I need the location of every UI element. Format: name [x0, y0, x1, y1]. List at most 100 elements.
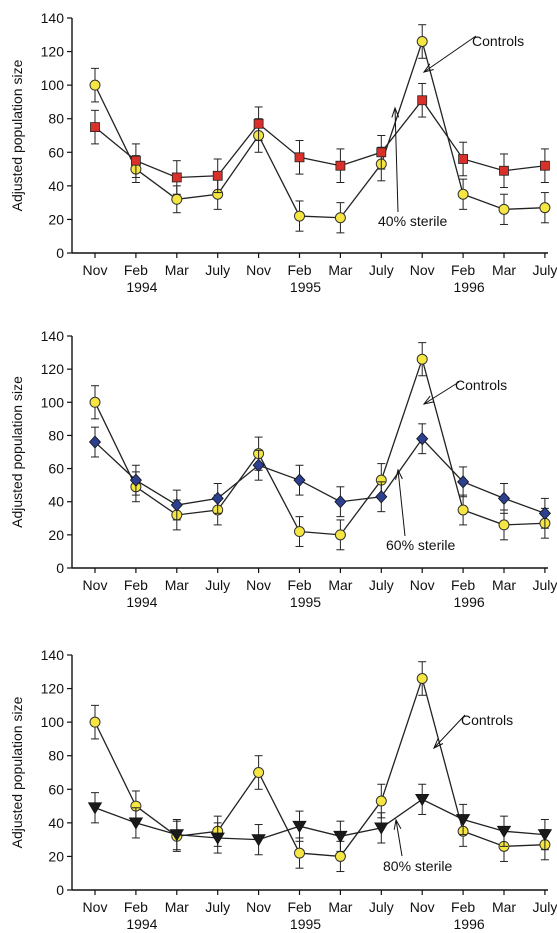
x-tick-label: July [532, 899, 557, 915]
data-point [251, 834, 266, 847]
x-tick-label: July [369, 262, 394, 278]
year-label: 1995 [290, 916, 321, 932]
annotation-arrow [423, 381, 460, 405]
chart-panel-60-sterile: 0 20 40 60 80 100 120 140 Adjusted population si… [9, 328, 557, 610]
data-point [498, 203, 510, 215]
x-tick-label: Nov [246, 577, 271, 593]
annotation-arrowhead [422, 395, 434, 405]
data-point [497, 491, 511, 505]
x-tick-label: Mar [165, 262, 189, 278]
series-label-controls: Controls [472, 33, 524, 49]
data-point [89, 396, 101, 408]
x-tick-label: July [369, 577, 394, 593]
data-point [252, 458, 265, 472]
x-tick-label: Feb [451, 262, 475, 278]
data-point [540, 160, 550, 171]
data-point [457, 504, 469, 516]
y-tick-label: 40 [48, 494, 64, 510]
data-point [496, 825, 512, 839]
data-point [211, 491, 224, 505]
x-tick-label: July [532, 577, 557, 593]
x-tick-label: Feb [287, 577, 311, 593]
data-point [498, 519, 510, 531]
data-point [333, 830, 348, 844]
data-point [171, 193, 183, 205]
data-point [538, 506, 551, 520]
y-axis-label: Adjusted population size [9, 59, 25, 211]
data-point [169, 829, 185, 842]
data-point [89, 716, 101, 728]
annotation-arrow [394, 107, 399, 213]
year-label: 1994 [126, 594, 157, 610]
data-point [210, 832, 225, 845]
data-point [414, 793, 430, 807]
data-point [335, 160, 346, 171]
x-tick-label: Nov [410, 577, 435, 593]
y-tick-label: 0 [56, 560, 64, 576]
x-tick-label: Mar [492, 577, 516, 593]
annotation-arrow [395, 819, 403, 857]
data-point [293, 473, 306, 487]
x-tick-label: Nov [246, 262, 271, 278]
x-tick-label: Nov [410, 899, 435, 915]
x-tick-label: Nov [83, 262, 108, 278]
year-label: 1996 [454, 594, 485, 610]
data-point [375, 795, 387, 807]
y-tick-label: 120 [41, 44, 65, 60]
data-point [90, 122, 100, 133]
x-tick-label: Feb [124, 577, 148, 593]
data-point [416, 353, 428, 365]
data-point [416, 432, 429, 446]
x-tick-label: Mar [328, 577, 352, 593]
data-point [292, 820, 307, 834]
x-tick-label: Nov [83, 577, 108, 593]
data-point [253, 118, 264, 129]
data-point [334, 212, 346, 224]
data-point [458, 154, 469, 164]
y-tick-label: 120 [41, 681, 65, 697]
x-tick-label: Mar [165, 577, 189, 593]
data-point [499, 165, 509, 176]
chart-panel-80-sterile: 0 20 40 60 80 100 120 140 Adjusted population si… [9, 647, 557, 932]
x-tick-label: Mar [328, 899, 352, 915]
y-tick-label: 80 [48, 111, 64, 127]
annotation-arrow [423, 35, 477, 73]
annotation-arrowhead [391, 106, 400, 118]
y-tick-label: 120 [41, 361, 65, 377]
series-label-controls: Controls [455, 377, 507, 393]
data-point [416, 36, 428, 47]
y-tick-label: 100 [41, 77, 65, 93]
data-point [457, 188, 469, 200]
data-point [294, 847, 305, 859]
x-tick-label: Feb [451, 899, 475, 915]
data-point [334, 850, 346, 862]
y-tick-label: 20 [48, 211, 64, 227]
y-tick-label: 80 [48, 427, 64, 443]
data-point [89, 79, 101, 91]
annotation-arrowhead [433, 738, 444, 750]
data-point [171, 172, 182, 183]
y-axis-label: Adjusted population size [9, 376, 25, 528]
y-axis-label: Adjusted population size [9, 696, 25, 848]
data-point [88, 435, 102, 449]
data-point [253, 767, 265, 778]
data-point [170, 498, 183, 512]
year-label: 1994 [126, 916, 157, 932]
x-tick-label: Mar [328, 262, 352, 278]
series-label-sterile: 60% sterile [386, 537, 455, 553]
y-tick-label: 60 [48, 144, 64, 160]
y-tick-label: 0 [56, 882, 64, 898]
data-point [212, 170, 223, 181]
x-tick-label: July [205, 262, 230, 278]
x-tick-label: Nov [246, 899, 271, 915]
x-tick-label: Nov [83, 899, 108, 915]
x-tick-label: July [532, 262, 557, 278]
data-point [539, 202, 551, 214]
y-tick-label: 60 [48, 461, 64, 477]
y-tick-label: 20 [48, 848, 64, 864]
data-point [416, 673, 428, 684]
y-tick-label: 40 [48, 178, 64, 194]
series-label-controls: Controls [461, 712, 513, 728]
series-line [94, 99, 545, 179]
